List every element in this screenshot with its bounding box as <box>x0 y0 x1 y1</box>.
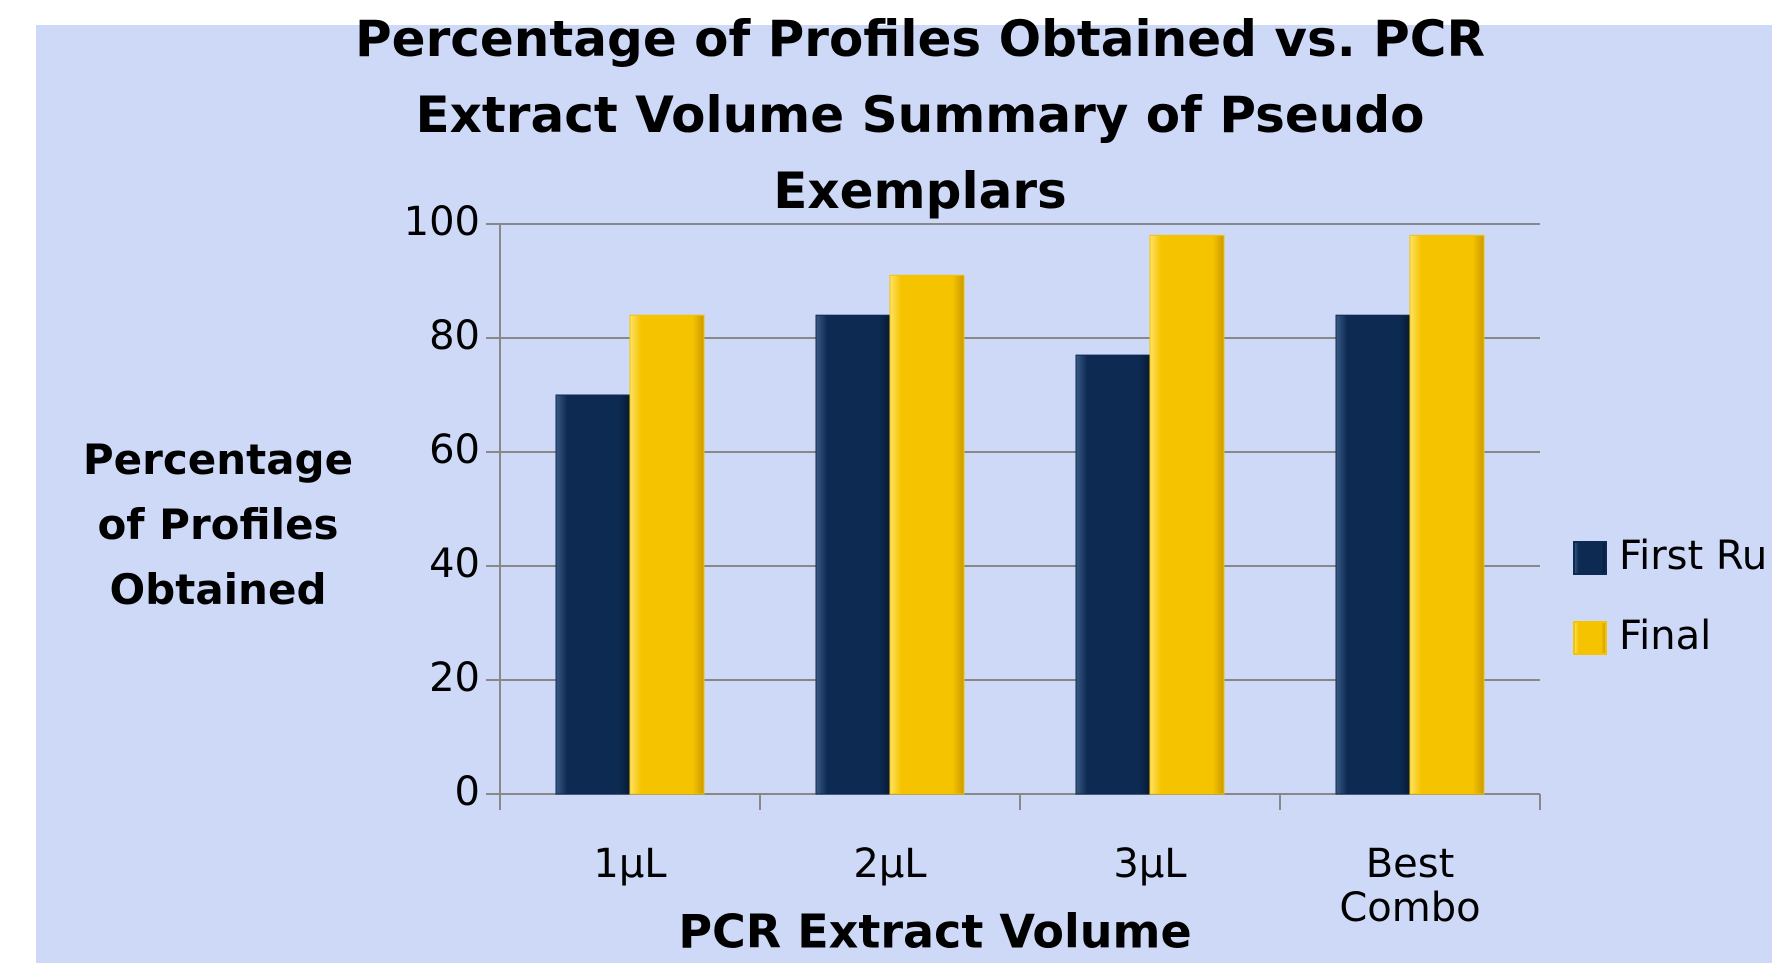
y-axis-title: Percentage of Profiles Obtained <box>83 435 353 614</box>
bar <box>1149 234 1225 795</box>
y-tick-label: 100 <box>404 199 480 245</box>
x-tick-label: 3µL <box>1113 841 1187 887</box>
x-tick-label: 2µL <box>853 841 927 887</box>
y-tick-label: 60 <box>429 427 480 473</box>
bar <box>889 274 965 795</box>
y-tick-label: 20 <box>429 655 480 701</box>
legend-label: First Ru <box>1619 533 1767 579</box>
y-tick-label: 80 <box>429 313 480 359</box>
legend-swatch <box>1573 541 1607 575</box>
legend-swatch <box>1573 621 1607 655</box>
bar <box>555 394 631 795</box>
x-axis-title: PCR Extract Volume <box>678 905 1191 959</box>
bar <box>629 314 705 795</box>
bar <box>815 314 891 795</box>
bar <box>1075 354 1151 795</box>
x-tick-label: Best Combo <box>1339 841 1480 931</box>
y-tick-label: 0 <box>455 769 480 815</box>
bar <box>1409 234 1485 795</box>
y-tick-label: 40 <box>429 541 480 587</box>
chart-title: Percentage of Profiles Obtained vs. PCR E… <box>355 10 1485 220</box>
x-tick-label: 1µL <box>593 841 667 887</box>
bar <box>1335 314 1411 795</box>
legend-label: Final <box>1619 613 1711 659</box>
